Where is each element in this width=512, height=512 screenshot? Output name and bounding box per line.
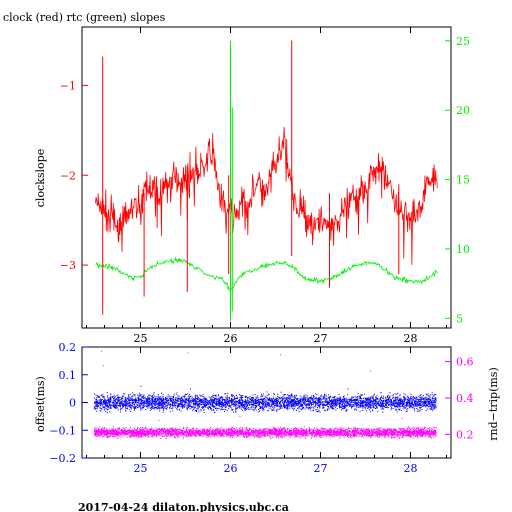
top-y-axis-label: clockslope bbox=[34, 149, 47, 207]
y-tick-label: −1 bbox=[60, 79, 76, 92]
y2-tick-label: 15 bbox=[456, 174, 470, 187]
bottom-y2-axis-label: rnd−trip(ms) bbox=[487, 367, 500, 441]
y2-tick-label: 10 bbox=[456, 243, 470, 256]
x-tick-label: 25 bbox=[134, 332, 148, 345]
offset-outlier bbox=[266, 391, 268, 393]
roundtrip-outlier bbox=[102, 365, 104, 367]
top-axes-layer: 25 26 27 28 −3 −2 −1 5 10 15 20 25 bbox=[60, 27, 470, 345]
y-tick-label: 0.1 bbox=[59, 369, 77, 382]
rtc-slope-line bbox=[95, 256, 438, 292]
y2-tick-label: 0.6 bbox=[456, 356, 474, 369]
y-tick-label: −0.2 bbox=[49, 452, 76, 465]
x-tick-label: 26 bbox=[224, 462, 238, 475]
y-tick-label: −0.1 bbox=[49, 424, 76, 437]
y2-tick-label: 25 bbox=[456, 35, 470, 48]
clock-slope-line bbox=[95, 126, 438, 265]
x-tick-label: 27 bbox=[314, 462, 328, 475]
top-data-layer bbox=[95, 40, 438, 322]
top-panel: 25 26 27 28 −3 −2 −1 5 10 15 20 25 clockslope bbox=[34, 26, 470, 345]
roundtrip-outlier bbox=[401, 417, 403, 419]
roundtrip-outlier bbox=[370, 370, 371, 372]
y2-tick-label: 0.2 bbox=[456, 428, 474, 441]
x-tick-label: 26 bbox=[224, 332, 238, 345]
y-tick-label: −3 bbox=[60, 259, 76, 272]
y2-tick-label: 20 bbox=[456, 104, 470, 117]
x-tick-label: 25 bbox=[134, 462, 148, 475]
x-tick-label: 27 bbox=[314, 332, 328, 345]
offset-outlier bbox=[140, 385, 142, 387]
bottom-data-layer bbox=[93, 350, 437, 440]
y-tick-label: 0 bbox=[69, 397, 76, 410]
offset-outlier bbox=[347, 388, 349, 390]
y-tick-label: −2 bbox=[60, 169, 76, 182]
roundtrip-outlier bbox=[158, 419, 160, 421]
y2-tick-label: 5 bbox=[456, 312, 463, 325]
footer-label: 2017-04-24 dilaton.physics.ubc.ca bbox=[78, 501, 289, 512]
offset-outlier bbox=[190, 388, 191, 390]
bottom-panel: 25 26 27 28 −0.2 −0.1 0 0.1 0.2 0.2 0.4 0.6 offset(… bbox=[34, 341, 500, 475]
top-plot-frame bbox=[81, 26, 452, 329]
offset-points bbox=[93, 391, 437, 414]
bottom-y-axis-label: offset(ms) bbox=[34, 376, 47, 432]
y2-tick-label: 0.4 bbox=[456, 392, 474, 405]
roundtrip-outlier bbox=[187, 352, 189, 354]
bottom-axes-layer: 25 26 27 28 −0.2 −0.1 0 0.1 0.2 0.2 0.4 0.6 bbox=[49, 341, 473, 475]
offset-outlier bbox=[410, 394, 412, 396]
x-tick-label: 28 bbox=[404, 332, 418, 345]
roundtrip-outlier bbox=[239, 416, 241, 418]
roundtrip-outlier bbox=[100, 350, 102, 352]
roundtrip-outlier bbox=[280, 354, 281, 356]
chart-title: clock (red) rtc (green) slopes bbox=[3, 11, 166, 24]
roundtrip-points bbox=[93, 425, 437, 440]
y-tick-label: 0.2 bbox=[59, 341, 77, 354]
x-tick-label: 28 bbox=[404, 462, 418, 475]
